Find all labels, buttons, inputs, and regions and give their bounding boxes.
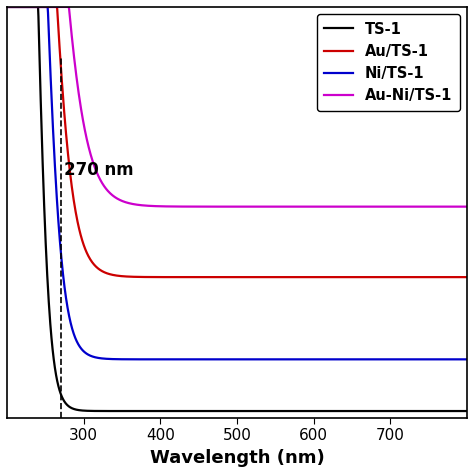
TS-1	[290, 408, 296, 414]
Ni/TS-1	[159, 356, 165, 362]
Au-Ni/TS-1	[464, 204, 470, 210]
Ni/TS-1	[204, 356, 210, 362]
Au/TS-1	[4, 4, 10, 10]
TS-1	[4, 4, 10, 10]
Line: Au-Ni/TS-1: Au-Ni/TS-1	[7, 7, 467, 207]
Au-Ni/TS-1	[159, 203, 165, 209]
Ni/TS-1	[255, 356, 261, 362]
Legend: TS-1, Au/TS-1, Ni/TS-1, Au-Ni/TS-1: TS-1, Au/TS-1, Ni/TS-1, Au-Ni/TS-1	[317, 14, 460, 111]
Ni/TS-1	[375, 356, 381, 362]
Au-Ni/TS-1	[82, 125, 87, 131]
X-axis label: Wavelength (nm): Wavelength (nm)	[150, 449, 324, 467]
TS-1	[82, 408, 87, 413]
Au/TS-1	[464, 274, 470, 280]
TS-1	[246, 408, 252, 414]
Au-Ni/TS-1	[204, 204, 210, 210]
Au/TS-1	[65, 151, 71, 156]
Au-Ni/TS-1	[255, 204, 261, 210]
Line: Ni/TS-1: Ni/TS-1	[7, 7, 467, 359]
Ni/TS-1	[246, 356, 252, 362]
Au/TS-1	[159, 274, 165, 280]
Au-Ni/TS-1	[65, 4, 71, 10]
Ni/TS-1	[65, 307, 71, 313]
Au/TS-1	[464, 274, 470, 280]
TS-1	[204, 408, 210, 414]
Ni/TS-1	[82, 349, 87, 355]
TS-1	[65, 403, 71, 409]
Line: TS-1: TS-1	[7, 7, 467, 411]
TS-1	[159, 408, 165, 414]
Ni/TS-1	[4, 4, 10, 10]
TS-1	[464, 408, 470, 414]
Ni/TS-1	[464, 356, 470, 362]
Text: 270 nm: 270 nm	[64, 161, 134, 179]
Au/TS-1	[255, 274, 261, 280]
TS-1	[255, 408, 261, 414]
Line: Au/TS-1: Au/TS-1	[7, 7, 467, 277]
Au/TS-1	[82, 244, 87, 250]
Au/TS-1	[246, 274, 252, 280]
Au-Ni/TS-1	[4, 4, 10, 10]
Au/TS-1	[204, 274, 210, 280]
Au-Ni/TS-1	[246, 204, 252, 210]
